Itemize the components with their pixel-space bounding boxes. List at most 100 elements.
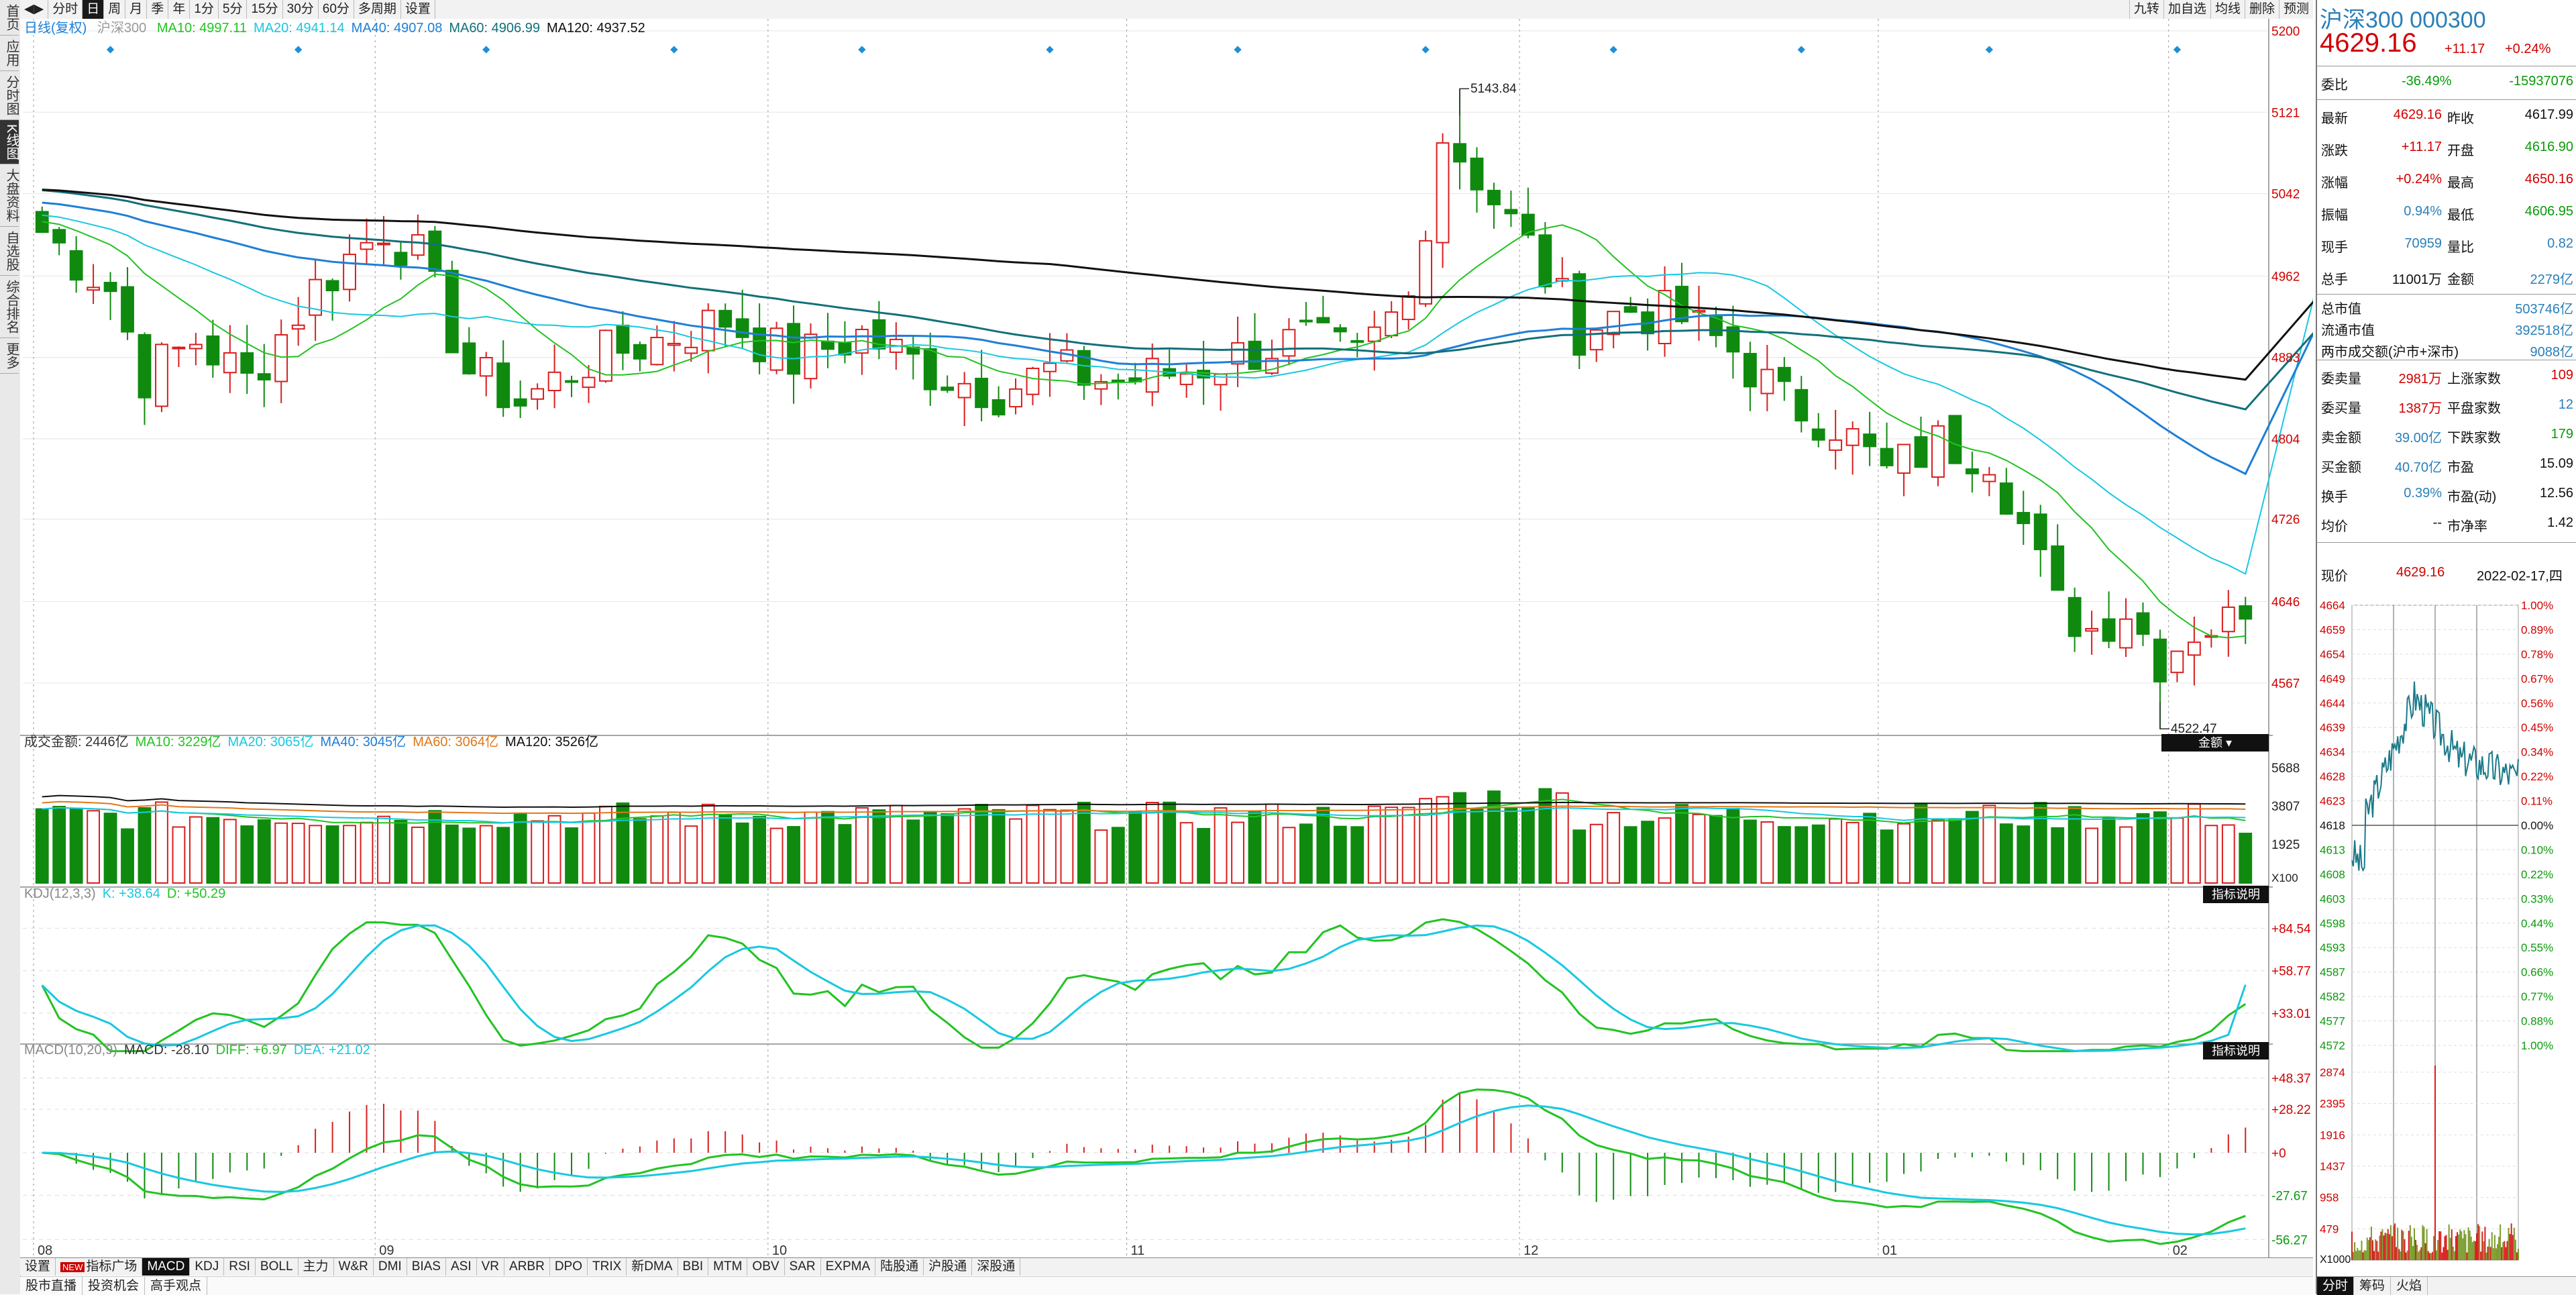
indicator-tab-19[interactable]: SAR <box>785 1258 821 1276</box>
order-row-label-a: 卖金额 <box>2321 431 2361 446</box>
indicator-tab-label: 深股通 <box>977 1259 1016 1274</box>
news-tab-2[interactable]: 高手观点 <box>145 1277 208 1295</box>
tool-3[interactable]: 删除 <box>2244 0 2279 19</box>
volume-type-button[interactable]: 金额 ▾ <box>2161 734 2269 752</box>
period-tab-6[interactable]: 1分 <box>190 0 219 19</box>
left-tab-1[interactable]: 应用 <box>0 36 19 71</box>
mini-left-tick-1: 4659 <box>2320 623 2345 636</box>
left-tab-4[interactable]: 大盘资料 <box>0 164 19 227</box>
indicator-tab-7[interactable]: W&R <box>334 1258 374 1276</box>
mini-left-tick-8: 4623 <box>2320 795 2345 808</box>
indicator-tab-16[interactable]: BBI <box>678 1258 709 1276</box>
quote-bottom-tab-1[interactable]: 筹码 <box>2354 1277 2392 1295</box>
mini-intraday-chart[interactable]: 4664 1.00% 4659 0.89% 4654 0.78% 4649 0.67% 4644… <box>2317 596 2576 1274</box>
period-tab-4[interactable]: 季 <box>147 0 169 19</box>
indicator-tab-label: BIAS <box>411 1259 441 1274</box>
order-row-label-b: 市盈(动) <box>2447 490 2497 505</box>
indicator-tab-label: BBI <box>682 1259 704 1274</box>
left-tab-6[interactable]: 综合排名 <box>0 276 19 339</box>
quote-bottom-tab-0[interactable]: 分时 <box>2317 1277 2355 1295</box>
quote-row-5: 总手 11001万 金额 2279亿 <box>2318 262 2576 294</box>
macd-help-button[interactable]: 指标说明 <box>2203 1042 2269 1059</box>
left-tab-3[interactable]: K线图 <box>0 120 19 165</box>
kdj-help-button[interactable]: 指标说明 <box>2203 886 2269 903</box>
candle-body <box>650 336 664 366</box>
volume-bar <box>1641 821 1655 884</box>
indicator-tab-4[interactable]: RSI <box>224 1258 256 1276</box>
news-tab-1[interactable]: 投资机会 <box>83 1277 146 1295</box>
indicator-tab-2[interactable]: MACD <box>142 1258 191 1276</box>
left-tab-7[interactable]: 更多 <box>0 338 19 374</box>
macd-dea-line <box>42 1104 2246 1236</box>
indicator-tab-0[interactable]: 设置 <box>20 1258 56 1276</box>
left-tab-0[interactable]: 首页 <box>0 0 19 36</box>
volume-bar <box>2204 825 2218 884</box>
quote-row-value-b: 2279亿 <box>2530 272 2574 287</box>
volume-bar <box>189 816 203 884</box>
candle-body <box>309 278 323 316</box>
indicator-tab-9[interactable]: BIAS <box>407 1258 446 1276</box>
indicator-tab-14[interactable]: TRIX <box>588 1258 627 1276</box>
indicator-tab-22[interactable]: 沪股通 <box>924 1258 973 1276</box>
tool-4[interactable]: 预测 <box>2278 0 2313 19</box>
tool-0[interactable]: 九转 <box>2129 0 2163 19</box>
indicator-tab-20[interactable]: EXPMA <box>821 1258 876 1276</box>
period-tab-5[interactable]: 年 <box>168 0 191 19</box>
left-tab-5[interactable]: 自选股 <box>0 227 19 276</box>
indicator-tab-12[interactable]: ARBR <box>504 1258 550 1276</box>
left-tab-2[interactable]: 分时图 <box>0 71 19 120</box>
quote-bottom-tab-2[interactable]: 火焰 <box>2391 1277 2428 1295</box>
indicator-tab-18[interactable]: OBV <box>747 1258 785 1276</box>
vol-legend-item-1: MA10: 3229亿 <box>135 735 221 749</box>
indicator-tab-10[interactable]: ASI <box>446 1258 477 1276</box>
mini-right-tick-0: 1.00% <box>2521 599 2553 612</box>
ma-line-60 <box>42 189 2313 411</box>
volume-legend: 成交金额: 2446亿 MA10: 3229亿 MA20: 3065亿 MA40: 3… <box>24 734 605 750</box>
quote-row-1: 涨跌 +11.17 开盘 4616.90 <box>2318 133 2576 165</box>
volume-bar <box>52 806 66 884</box>
tool-1[interactable]: 加自选 <box>2163 0 2210 19</box>
macd-legend: MACD(10,20,9) MACD: -28.10 DIFF: +6.97 DEA:… <box>24 1042 377 1058</box>
kdj-d-line <box>41 924 2247 1052</box>
vol-legend-item-2: MA20: 3065亿 <box>227 735 314 749</box>
candle-body <box>1607 311 1621 335</box>
order-row-label-a: 买金额 <box>2321 460 2361 475</box>
period-tab-0[interactable]: 分时 <box>48 0 83 19</box>
indicator-tab-17[interactable]: MTM <box>708 1258 748 1276</box>
indicator-tab-8[interactable]: DMI <box>374 1258 407 1276</box>
period-tab-10[interactable]: 60分 <box>319 0 354 19</box>
candle-body <box>1521 213 1535 236</box>
period-tab-12[interactable]: 设置 <box>401 0 435 19</box>
volume-bar <box>787 826 800 884</box>
period-tab-9[interactable]: 30分 <box>283 0 319 19</box>
indicator-tab-5[interactable]: BOLL <box>256 1258 299 1276</box>
indicator-tab-23[interactable]: 深股通 <box>972 1258 1021 1276</box>
candle-body <box>1111 379 1125 382</box>
vol-legend-item-4: MA60: 3064亿 <box>413 735 499 749</box>
indicator-tab-1[interactable]: NEW 指标广场 <box>56 1258 143 1276</box>
indicator-tab-21[interactable]: 陆股通 <box>875 1258 924 1276</box>
period-tab-11[interactable]: 多周期 <box>354 0 401 19</box>
kline-chart[interactable]: 5200 5121 5042 4962 4883 4804 4726 4646 4567 5143… <box>20 19 2313 1257</box>
indicator-tab-6[interactable]: 主力 <box>299 1258 334 1276</box>
order-row-value-b: 12.56 <box>2539 486 2573 501</box>
period-tab-2[interactable]: 周 <box>104 0 126 19</box>
order-row-3: 买金额 40.70亿 市盈 15.09 <box>2318 450 2576 479</box>
period-tab-3[interactable]: 月 <box>125 0 148 19</box>
cap-label: 流通市值 <box>2321 323 2375 338</box>
volume-bar <box>1521 807 1535 884</box>
indicator-tab-15[interactable]: 新DMA <box>627 1258 678 1276</box>
period-tab-1[interactable]: 日 <box>83 0 105 19</box>
candle-body <box>2136 612 2150 635</box>
volume-bar <box>1675 804 1688 884</box>
indicator-tab-3[interactable]: KDJ <box>190 1258 225 1276</box>
order-row-value-a: 2981万 <box>2398 372 2443 386</box>
volume-bar <box>1589 823 1603 884</box>
tool-2[interactable]: 均线 <box>2210 0 2245 19</box>
news-tab-0[interactable]: 股市直播 <box>20 1277 83 1295</box>
indicator-tab-11[interactable]: VR <box>477 1258 505 1276</box>
period-tab-8[interactable]: 15分 <box>247 0 283 19</box>
quote-row-value-a: +0.24% <box>2396 172 2442 187</box>
indicator-tab-13[interactable]: DPO <box>550 1258 588 1276</box>
period-tab-7[interactable]: 5分 <box>219 0 248 19</box>
